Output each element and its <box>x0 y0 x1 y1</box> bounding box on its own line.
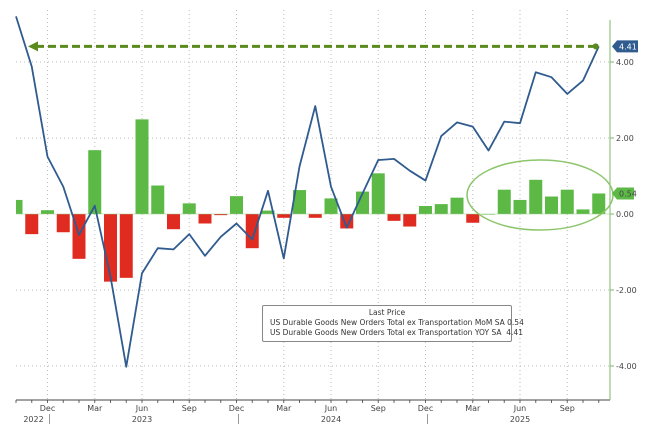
legend-label: US Durable Goods New Orders Total ex Tra… <box>270 318 505 327</box>
bar <box>308 214 322 218</box>
x-tick-label: Jun <box>513 404 527 413</box>
mom-last-badge <box>612 187 634 200</box>
y-tick-label: -2.00 <box>616 286 637 295</box>
bar <box>592 193 606 214</box>
bar <box>104 214 117 282</box>
x-tick-label: Mar <box>276 404 292 413</box>
bar <box>56 214 70 233</box>
bar <box>324 198 338 214</box>
bar <box>245 214 259 249</box>
bar <box>277 214 291 218</box>
bar <box>419 206 432 214</box>
bar <box>560 189 574 214</box>
y-tick-label: 2.00 <box>616 134 634 143</box>
y-tick-label: 0.00 <box>616 210 634 219</box>
legend: Last Price US Durable Goods New Orders T… <box>262 305 524 342</box>
bar <box>230 196 243 214</box>
mom-last-value: 0.54 <box>619 189 637 198</box>
bar <box>434 204 448 214</box>
x-tick-label: Jun <box>135 404 149 413</box>
x-year-label: 2022 <box>23 415 43 424</box>
bar <box>151 185 165 214</box>
bar <box>513 199 527 214</box>
bar <box>403 214 417 227</box>
bar <box>293 190 306 214</box>
bar <box>167 214 180 230</box>
bar <box>16 199 23 214</box>
bar <box>25 214 39 235</box>
legend-item-mom: US Durable Goods New Orders Total ex Tra… <box>267 318 524 328</box>
bar <box>135 119 149 214</box>
legend-item-yoy: US Durable Goods New Orders Total ex Tra… <box>267 328 523 338</box>
bar <box>450 197 464 214</box>
x-tick-label: Jun <box>324 404 338 413</box>
legend-value: 4.41 <box>506 328 523 337</box>
legend-value: 0.54 <box>507 318 524 327</box>
bar <box>88 150 102 214</box>
bar <box>529 179 543 214</box>
bar <box>387 214 401 221</box>
bar <box>119 214 133 278</box>
x-year-label: 2024 <box>321 415 341 424</box>
bar <box>214 214 228 216</box>
bar <box>545 196 558 214</box>
legend-label: US Durable Goods New Orders Total ex Tra… <box>270 328 502 337</box>
bar <box>41 210 54 214</box>
yoy-last-value: 4.41 <box>619 42 637 51</box>
y-tick-label: 4.00 <box>616 58 634 67</box>
arrow-tail-dot <box>592 43 599 50</box>
bar <box>356 191 369 214</box>
legend-title: Last Price <box>368 308 406 317</box>
x-tick-label: Mar <box>87 404 103 413</box>
x-tick-label: Dec <box>40 404 55 413</box>
x-year-label: 2025 <box>510 415 530 424</box>
x-tick-label: Sep <box>560 404 575 413</box>
x-year-label: 2023 <box>132 415 152 424</box>
y-tick-label: -4.00 <box>616 362 637 371</box>
bar <box>198 214 212 224</box>
bar <box>466 214 480 223</box>
x-tick-label: Sep <box>182 404 197 413</box>
bar <box>261 210 275 214</box>
x-tick-label: Sep <box>371 404 386 413</box>
bar <box>497 189 511 214</box>
x-tick-label: Dec <box>229 404 244 413</box>
x-tick-label: Dec <box>418 404 433 413</box>
bar <box>182 203 196 214</box>
x-tick-label: Mar <box>465 404 481 413</box>
yoy-last-badge <box>612 40 638 53</box>
yoy-line <box>15 16 600 368</box>
arrow-head-icon <box>28 41 38 52</box>
highlight-ellipse <box>466 159 614 231</box>
bar <box>576 209 590 214</box>
bar <box>371 173 385 214</box>
